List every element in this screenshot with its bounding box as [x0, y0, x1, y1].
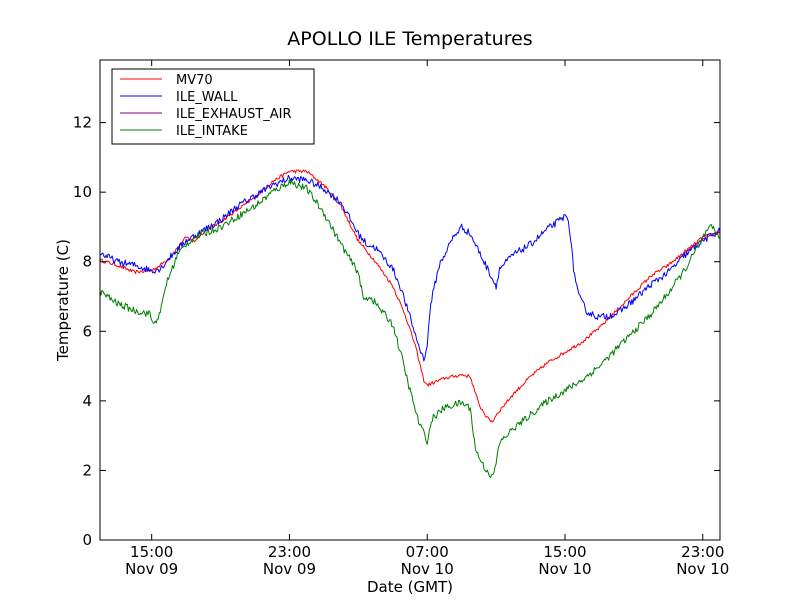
y-tick-label: 2 [82, 461, 92, 479]
x-tick-time: 23:00 [268, 543, 311, 561]
legend-label: ILE_INTAKE [176, 124, 248, 139]
legend: MV70 ILE_WALL ILE_EXHAUST_AIR ILE_INTAKE [111, 68, 315, 145]
plot-lines [99, 169, 721, 478]
y-axis: 0 2 4 6 8 10 12 [73, 114, 720, 549]
legend-label: MV70 [176, 73, 213, 88]
x-tick-time: 15:00 [543, 543, 586, 561]
y-tick-label: 10 [73, 183, 92, 201]
x-tick-date: Nov 10 [538, 560, 591, 578]
x-tick-date: Nov 10 [676, 560, 729, 578]
x-tick-time: 23:00 [681, 543, 724, 561]
chart-title: APOLLO ILE Temperatures [287, 28, 532, 50]
y-axis-label: Temperature (C) [54, 239, 72, 362]
legend-box [111, 68, 315, 145]
x-tick-date: Nov 09 [263, 560, 316, 578]
y-tick-label: 6 [82, 322, 92, 340]
x-axis-label: Date (GMT) [367, 578, 453, 596]
x-tick-date: Nov 10 [401, 560, 454, 578]
legend-label: ILE_WALL [176, 90, 238, 105]
legend-label: ILE_EXHAUST_AIR [176, 107, 292, 122]
y-tick-label: 8 [82, 253, 92, 271]
x-tick-time: 07:00 [406, 543, 449, 561]
x-tick-time: 15:00 [130, 543, 173, 561]
plot-frame [99, 59, 721, 541]
y-tick-label: 12 [73, 114, 92, 132]
x-tick-date: Nov 09 [125, 560, 178, 578]
series-line-ile-wall [100, 174, 721, 362]
series-line-ile-intake [99, 179, 721, 478]
y-tick-label: 0 [82, 531, 92, 549]
y-tick-label: 4 [82, 392, 92, 410]
